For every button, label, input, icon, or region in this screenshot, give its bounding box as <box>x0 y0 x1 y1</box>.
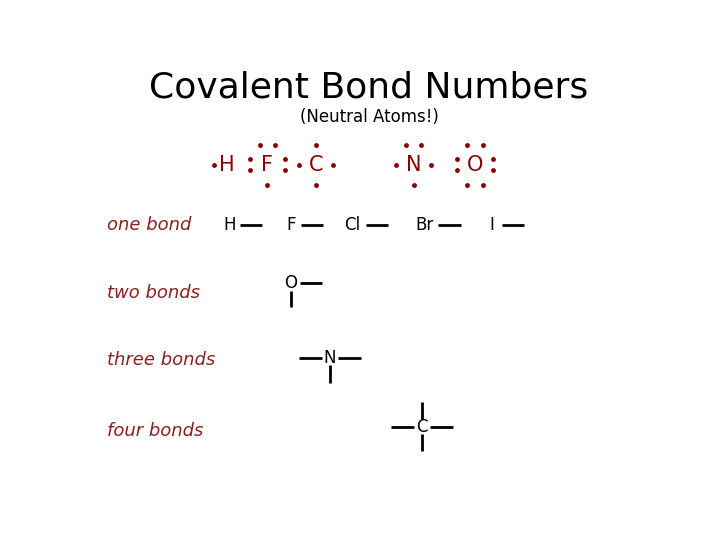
Text: two bonds: two bonds <box>107 285 199 302</box>
Text: I: I <box>490 216 494 234</box>
Text: four bonds: four bonds <box>107 422 203 440</box>
Text: F: F <box>286 216 296 234</box>
Text: O: O <box>284 274 297 292</box>
Text: (Neutral Atoms!): (Neutral Atoms!) <box>300 108 438 126</box>
Text: Covalent Bond Numbers: Covalent Bond Numbers <box>149 71 589 105</box>
Text: C: C <box>416 417 428 436</box>
Text: three bonds: three bonds <box>107 351 215 369</box>
Text: N: N <box>406 154 421 174</box>
Text: Cl: Cl <box>344 216 360 234</box>
Text: N: N <box>324 349 336 367</box>
Text: H: H <box>219 154 235 174</box>
Text: C: C <box>309 154 323 174</box>
Text: H: H <box>223 216 235 234</box>
Text: Br: Br <box>415 216 434 234</box>
Text: one bond: one bond <box>107 216 191 234</box>
Text: F: F <box>261 154 274 174</box>
Text: O: O <box>467 154 483 174</box>
